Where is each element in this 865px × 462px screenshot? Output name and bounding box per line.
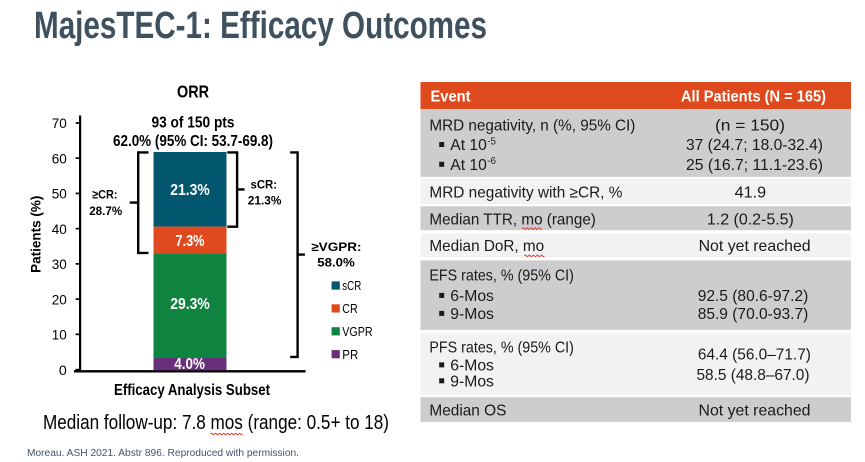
- svg-text:1.2 (0.2-5.5): 1.2 (0.2-5.5): [707, 211, 794, 228]
- svg-text:PR: PR: [342, 347, 358, 362]
- svg-text:21.3%: 21.3%: [248, 193, 282, 207]
- svg-text:41.9: 41.9: [735, 185, 767, 202]
- svg-text:50: 50: [52, 187, 67, 203]
- svg-text:sCR:: sCR:: [251, 178, 278, 192]
- svg-text:≥CR:: ≥CR:: [92, 188, 117, 202]
- svg-text:Event: Event: [431, 88, 472, 105]
- svg-text:7.3%: 7.3%: [176, 233, 205, 250]
- svg-text:9-Mos: 9-Mos: [450, 373, 494, 390]
- svg-text:28.7%: 28.7%: [89, 204, 122, 218]
- svg-text:Median OS: Median OS: [429, 403, 506, 420]
- svg-text:Median TTR, mo (range): Median TTR, mo (range): [429, 211, 596, 228]
- svg-text:≥VGPR:: ≥VGPR:: [311, 240, 361, 254]
- svg-text:58.5 (48.8–67.0): 58.5 (48.8–67.0): [697, 367, 810, 384]
- svg-text:70: 70: [52, 116, 67, 132]
- svg-text:At 10: At 10: [450, 157, 487, 174]
- svg-text:25 (16.7; 11.1-23.6): 25 (16.7; 11.1-23.6): [686, 157, 823, 174]
- svg-text:VGPR: VGPR: [342, 324, 372, 339]
- svg-text:10: 10: [52, 328, 67, 344]
- svg-text:Median DoR, mo: Median DoR, mo: [429, 238, 544, 255]
- svg-text:58.0%: 58.0%: [317, 255, 355, 269]
- svg-text:CR: CR: [342, 301, 358, 316]
- svg-text:sCR: sCR: [342, 278, 361, 293]
- svg-text:21.3%: 21.3%: [170, 182, 210, 199]
- svg-text:4.0%: 4.0%: [174, 356, 205, 373]
- svg-text:PFS rates, % (95% CI): PFS rates, % (95% CI): [429, 340, 574, 357]
- svg-text:EFS rates, % (95% CI): EFS rates, % (95% CI): [429, 267, 574, 284]
- svg-text:-6: -6: [487, 156, 496, 167]
- svg-text:Median follow-up: 7.8 mos (ran: Median follow-up: 7.8 mos (range: 0.5+ t…: [43, 412, 389, 434]
- svg-text:-5: -5: [487, 136, 496, 147]
- svg-text:MajesTEC-1: Efficacy Outcomes: MajesTEC-1: Efficacy Outcomes: [34, 5, 487, 47]
- svg-text:Not yet reached: Not yet reached: [699, 238, 811, 255]
- svg-text:9-Mos: 9-Mos: [450, 306, 494, 323]
- svg-text:93 of 150 pts: 93 of 150 pts: [152, 115, 235, 132]
- svg-text:6-Mos: 6-Mos: [450, 288, 494, 305]
- svg-text:ORR: ORR: [177, 82, 209, 102]
- svg-text:64.4 (56.0–71.7): 64.4 (56.0–71.7): [698, 346, 811, 363]
- svg-text:60: 60: [52, 152, 67, 168]
- svg-text:20: 20: [52, 292, 67, 308]
- svg-text:37 (24.7; 18.0-32.4): 37 (24.7; 18.0-32.4): [686, 137, 823, 154]
- svg-text:29.3%: 29.3%: [170, 296, 210, 313]
- svg-text:MRD negativity, n (%, 95% CI): MRD negativity, n (%, 95% CI): [429, 117, 635, 134]
- svg-text:Moreau. ASH 2021. Abstr 896. R: Moreau. ASH 2021. Abstr 896. Reproduced …: [27, 448, 299, 459]
- svg-text:(n = 150): (n = 150): [715, 117, 785, 134]
- svg-text:At 10: At 10: [450, 137, 487, 154]
- svg-text:40: 40: [52, 222, 67, 238]
- svg-text:Patients (%): Patients (%): [29, 196, 44, 273]
- svg-text:MRD negativity with ≥CR, %: MRD negativity with ≥CR, %: [429, 185, 622, 202]
- svg-text:30: 30: [52, 257, 67, 273]
- svg-text:0: 0: [59, 363, 67, 379]
- svg-text:Not yet reached: Not yet reached: [699, 403, 811, 420]
- svg-text:6-Mos: 6-Mos: [450, 358, 494, 375]
- svg-text:92.5 (80.6-97.2): 92.5 (80.6-97.2): [698, 288, 809, 305]
- svg-text:85.9 (70.0-93.7): 85.9 (70.0-93.7): [698, 306, 809, 323]
- svg-text:All Patients (N = 165): All Patients (N = 165): [681, 88, 826, 105]
- svg-text:Efficacy Analysis Subset: Efficacy Analysis Subset: [114, 382, 270, 399]
- svg-text:62.0% (95% CI: 53.7-69.8): 62.0% (95% CI: 53.7-69.8): [113, 133, 273, 150]
